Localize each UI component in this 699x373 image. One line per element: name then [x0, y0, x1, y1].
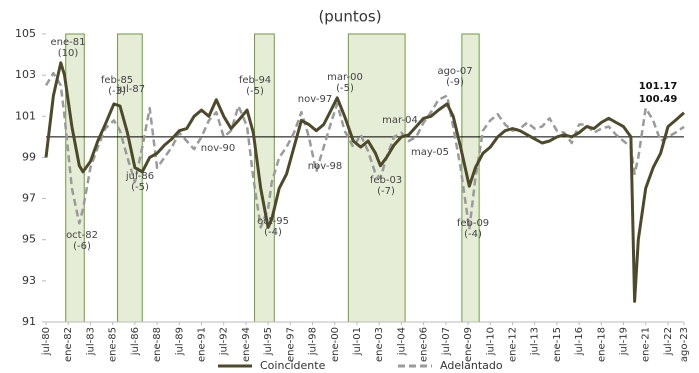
- annotation: feb-03: [370, 175, 402, 186]
- x-tick-label: ene-85: [108, 327, 119, 362]
- annotation: feb-94: [239, 75, 271, 86]
- annotation: ago-07: [437, 66, 472, 77]
- annotation: feb-09: [457, 218, 489, 229]
- x-tick-label: ene-15: [552, 327, 563, 362]
- x-tick-label: ene-06: [419, 327, 430, 362]
- chart-title: (puntos): [318, 8, 381, 26]
- x-tick-label: jul-80: [41, 327, 52, 356]
- x-tick-label: ene-94: [241, 327, 252, 362]
- annotation: nov-97: [298, 94, 332, 105]
- x-tick-label: jul-22: [663, 327, 674, 356]
- annotation: (-4): [464, 229, 482, 240]
- x-tick-label: ene-91: [196, 327, 207, 362]
- annotation: jul-86: [125, 171, 154, 182]
- x-tick-label: jul-89: [174, 327, 185, 356]
- annotation: mar-04: [382, 115, 418, 126]
- end-value-label: 100.49: [639, 94, 678, 105]
- annotation: oct-82: [66, 230, 98, 241]
- annotation: (-5): [131, 182, 149, 193]
- series-line: [44, 61, 685, 303]
- shaded-period: [65, 33, 85, 323]
- x-tick-label: ene-03: [374, 327, 385, 362]
- annotation: (-9): [446, 77, 464, 88]
- shaded-period: [347, 33, 406, 323]
- x-tick-label: ago-23: [679, 327, 690, 362]
- y-tick-label: 95: [22, 233, 36, 246]
- y-tick-label: 105: [15, 27, 36, 40]
- x-tick-label: jul-13: [530, 327, 541, 356]
- y-tick-label: 97: [22, 192, 36, 205]
- x-tick-label: jul-10: [485, 327, 496, 356]
- series-line: [44, 71, 685, 231]
- x-tick-label: ene-97: [285, 327, 296, 362]
- annotation: may-05: [411, 147, 449, 158]
- annotation: nov-98: [308, 161, 342, 172]
- x-tick-label: ene-82: [63, 327, 74, 362]
- y-tick-label: 99: [22, 150, 36, 163]
- x-tick-label: ene-18: [596, 327, 607, 362]
- annotation: mar-00: [327, 72, 363, 83]
- annotation: (10): [58, 48, 79, 59]
- annotation: nov-90: [201, 143, 235, 154]
- x-tick-label: ene-88: [152, 327, 163, 362]
- y-tick-label: 101: [15, 109, 36, 122]
- x-tick-label: jul-07: [441, 327, 452, 356]
- x-tick-label: jul-04: [396, 327, 407, 356]
- annotation: feb-85: [101, 75, 133, 86]
- y-tick-label: 103: [15, 68, 36, 81]
- annotation: (-5): [246, 86, 264, 97]
- x-tick-label: jul-83: [85, 327, 96, 356]
- legend-label: Coincidente: [260, 359, 326, 372]
- y-tick-label: 91: [22, 315, 36, 328]
- x-tick-label: jul-92: [219, 327, 230, 356]
- x-tick-label: jul-01: [352, 327, 363, 356]
- x-tick-label: jul-19: [619, 327, 630, 356]
- y-tick-label: 93: [22, 274, 36, 287]
- annotation: (-7): [377, 186, 395, 197]
- x-tick-label: jul-95: [263, 327, 274, 356]
- shaded-period: [117, 33, 143, 323]
- x-tick-label: jul-98: [308, 327, 319, 356]
- annotation: jul-87: [116, 84, 145, 95]
- annotation: oct-95: [257, 216, 289, 227]
- annotation: (-6): [73, 241, 91, 252]
- x-tick-label: jul-16: [574, 327, 585, 356]
- annotation: (-3): [108, 86, 126, 97]
- annotation: ene-81: [51, 37, 86, 48]
- x-tick-label: ene-00: [330, 327, 341, 362]
- x-tick-label: ene-12: [507, 327, 518, 362]
- legend-label: Adelantado: [440, 359, 503, 372]
- x-tick-label: jul-86: [130, 327, 141, 356]
- end-value-label: 101.17: [639, 81, 678, 92]
- x-tick-label: ene-21: [641, 327, 652, 362]
- x-tick-label: ene-09: [463, 327, 474, 362]
- annotation: (-4): [264, 227, 282, 238]
- annotation: (-5): [336, 83, 354, 94]
